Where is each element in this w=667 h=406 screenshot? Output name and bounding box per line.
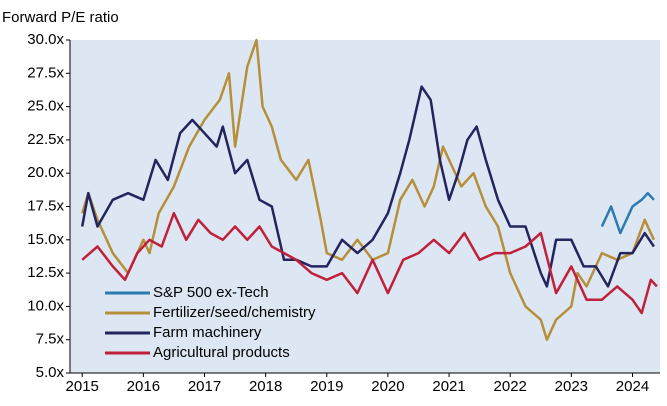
y-tick-label: 5.0x	[36, 364, 65, 381]
y-tick-label: 17.5x	[27, 197, 64, 214]
series-line	[600, 191, 655, 235]
series-line	[81, 211, 658, 315]
x-tick-label: 2022	[494, 378, 527, 395]
legend-label: Farm machinery	[153, 324, 262, 341]
series-line	[81, 38, 656, 341]
chart-subtitle: Forward P/E ratio	[2, 9, 119, 26]
y-tick-label: 12.5x	[27, 264, 64, 281]
y-tick-label: 15.0x	[27, 231, 64, 248]
x-tick-label: 2020	[371, 378, 404, 395]
x-tick-label: 2023	[555, 378, 588, 395]
legend-label: Fertilizer/seed/chemistry	[153, 304, 316, 321]
y-tick-label: 30.0x	[27, 31, 64, 48]
plot-area	[70, 40, 660, 373]
x-tick-label: 2024	[616, 378, 649, 395]
x-tick-label: 2017	[188, 378, 221, 395]
y-tick-label: 27.5x	[27, 64, 64, 81]
x-tick-label: 2021	[432, 378, 465, 395]
legend-label: Agricultural products	[153, 344, 290, 361]
y-tick-label: 25.0x	[27, 98, 64, 115]
y-tick-label: 10.0x	[27, 297, 64, 314]
y-tick-label: 22.5x	[27, 131, 64, 148]
x-tick-label: 2016	[127, 378, 160, 395]
y-tick-label: 20.0x	[27, 164, 64, 181]
x-tick-label: 2015	[66, 378, 99, 395]
x-tick-label: 2019	[310, 378, 343, 395]
y-tick-label: 7.5x	[36, 331, 65, 348]
x-tick-label: 2018	[249, 378, 282, 395]
legend-label: S&P 500 ex-Tech	[153, 284, 269, 301]
series-line	[80, 85, 655, 288]
